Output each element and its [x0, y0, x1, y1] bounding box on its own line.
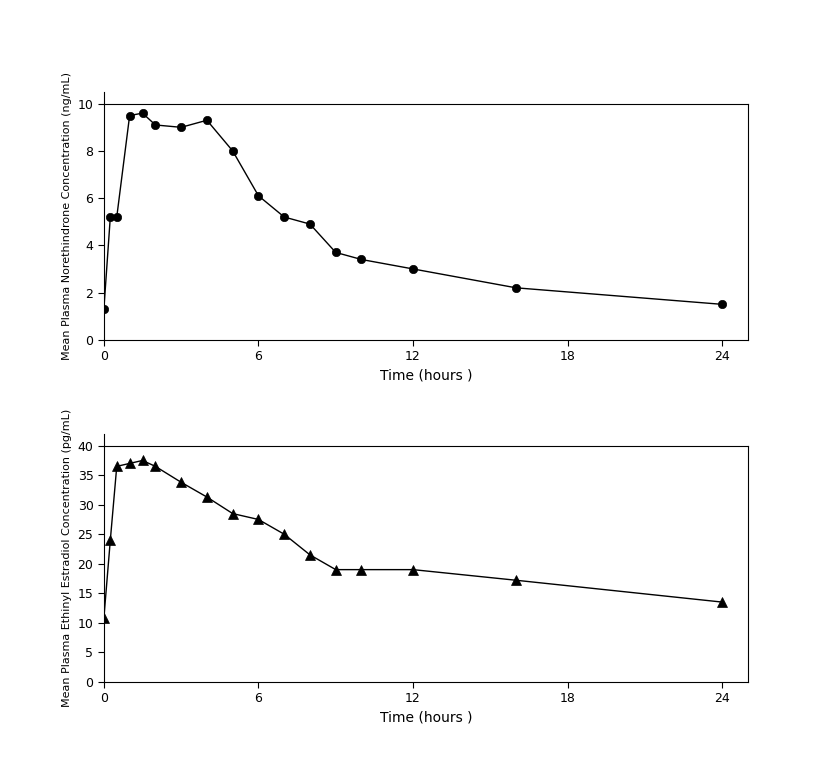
X-axis label: Time (hours ): Time (hours ) — [380, 711, 472, 725]
X-axis label: Time (hours ): Time (hours ) — [380, 368, 472, 383]
Y-axis label: Mean Plasma Norethindrone Concentration (ng/mL): Mean Plasma Norethindrone Concentration … — [62, 72, 72, 360]
Y-axis label: Mean Plasma Ethinyl Estradiol Concentration (pg/mL): Mean Plasma Ethinyl Estradiol Concentrat… — [62, 409, 72, 707]
